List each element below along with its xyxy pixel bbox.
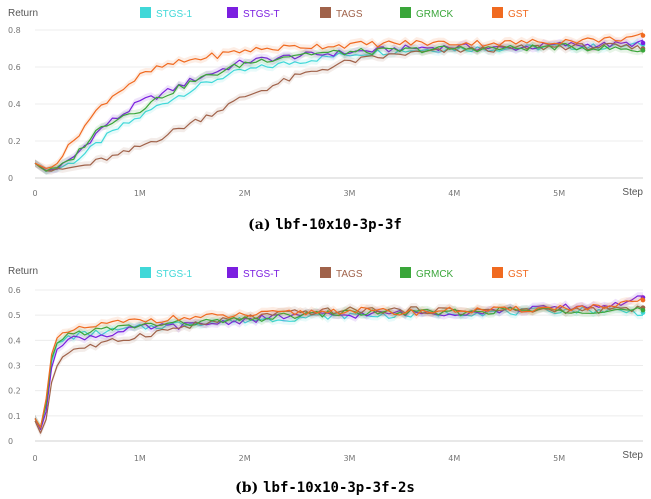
y-tick-label: 0.5 — [8, 311, 21, 320]
series-band-tags — [35, 39, 643, 175]
legend-label-stgs-1: STGS-1 — [156, 269, 193, 280]
series-line-grmck — [34, 306, 644, 428]
legend-swatch-stgs-1 — [140, 267, 151, 278]
legend-label-gst: GST — [508, 269, 529, 280]
legend-swatch-tags — [320, 267, 331, 278]
x-tick-label: 2M — [239, 189, 251, 198]
y-tick-label: 0.3 — [8, 362, 21, 371]
x-tick-label: 1M — [134, 454, 146, 463]
chart-caption: (b) lbf-10x10-3p-3f-2s — [235, 480, 415, 496]
series-end-point-gst — [640, 33, 646, 38]
x-axis-label: Step — [622, 187, 643, 198]
series-end-point-stgs-t — [640, 40, 646, 46]
legend-label-grmck: GRMCK — [416, 269, 454, 280]
x-tick-label: 0 — [32, 454, 37, 463]
legend-label-stgs-1: STGS-1 — [156, 9, 193, 20]
series-end-point-gst — [640, 297, 646, 303]
legend-swatch-stgs-t — [227, 7, 238, 18]
series-band-grmck — [35, 303, 643, 431]
series-line-tags — [34, 305, 644, 434]
x-tick-label: 3M — [343, 189, 355, 198]
chart-panel-2: 0 0.1 0.2 0.3 0.4 0.5 0.6 0 1M 2M 3M 4M 5M Return Step… — [8, 266, 646, 496]
legend-label-stgs-t: STGS-T — [243, 269, 280, 280]
legend-label-stgs-t: STGS-T — [243, 9, 280, 20]
caption-prefix: (a) — [248, 217, 275, 233]
series-line-stgs-t — [34, 39, 644, 171]
series-band-gst — [35, 293, 643, 432]
y-tick-label: 0.4 — [8, 336, 21, 345]
legend-swatch-grmck — [400, 7, 411, 18]
y-tick-label: 0.1 — [8, 412, 21, 421]
legend-label-gst: GST — [508, 9, 529, 20]
caption-name: lbf-10x10-3p-3f-2s — [263, 480, 415, 496]
legend-swatch-stgs-1 — [140, 7, 151, 18]
legend-swatch-stgs-t — [227, 267, 238, 278]
chart-caption: (a) lbf-10x10-3p-3f — [248, 217, 402, 233]
y-tick-label: 0 — [8, 174, 13, 183]
y-axis-label: Return — [8, 8, 38, 19]
x-tick-label: 5M — [553, 454, 565, 463]
legend-label-tags: TAGS — [336, 269, 363, 280]
x-tick-label: 5M — [553, 189, 565, 198]
x-tick-label: 4M — [448, 454, 460, 463]
y-tick-label: 0.8 — [8, 26, 21, 35]
legend-swatch-tags — [320, 7, 331, 18]
x-tick-label: 3M — [343, 454, 355, 463]
x-axis-label: Step — [622, 450, 643, 461]
legend-swatch-grmck — [400, 267, 411, 278]
series-line-gst — [34, 297, 644, 429]
series-end-point-grmck — [640, 48, 646, 53]
y-tick-label: 0.4 — [8, 100, 21, 109]
series-line-gst — [34, 32, 644, 169]
y-tick-label: 0 — [8, 437, 13, 446]
legend-label-grmck: GRMCK — [416, 9, 454, 20]
y-tick-label: 0.2 — [8, 387, 21, 396]
y-tick-label: 0.6 — [8, 286, 21, 295]
series-band-stgs-1 — [35, 38, 643, 176]
chart-panel-1: 0 0.2 0.4 0.6 0.8 0 1M 2M 3M 4M 5M Return Step STGS-1… — [8, 7, 646, 233]
x-tick-label: 2M — [239, 454, 251, 463]
y-tick-label: 0.6 — [8, 63, 21, 72]
x-tick-label: 1M — [134, 189, 146, 198]
x-tick-label: 4M — [448, 189, 460, 198]
legend-label-tags: TAGS — [336, 9, 363, 20]
y-tick-label: 0.2 — [8, 137, 21, 146]
x-tick-label: 0 — [32, 189, 37, 198]
series-line-tags — [34, 42, 644, 172]
series-end-point-grmck — [640, 307, 646, 313]
caption-prefix: (b) — [235, 480, 263, 496]
legend-swatch-gst — [492, 7, 503, 18]
series-line-grmck — [34, 42, 644, 172]
caption-name: lbf-10x10-3p-3f — [275, 217, 401, 233]
legend-swatch-gst — [492, 267, 503, 278]
y-axis-label: Return — [8, 266, 38, 277]
